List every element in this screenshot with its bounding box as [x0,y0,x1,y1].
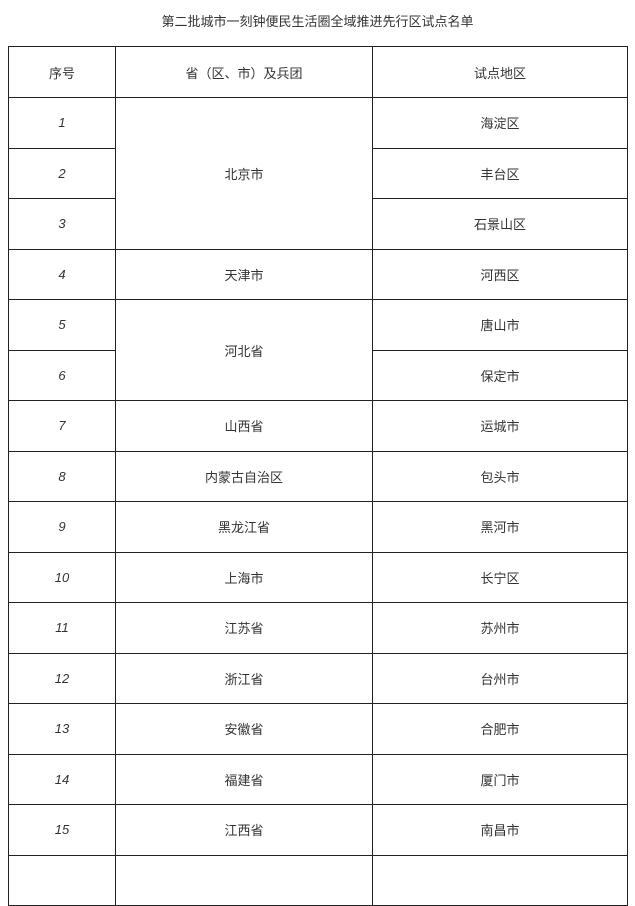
table-row: 14 福建省 厦门市 [8,753,628,805]
header-region: 试点地区 [372,46,628,98]
table-row-cutoff [8,854,628,906]
row-region: 南昌市 [372,804,628,856]
row-province [115,854,373,906]
row-region: 长宁区 [372,551,628,603]
table-header-row: 序号 省（区、市）及兵团 试点地区 [8,46,628,98]
table-row: 4 天津市 河西区 [8,248,628,300]
table-row: 6 保定市 [8,349,628,401]
row-region: 黑河市 [372,501,628,553]
table-row: 13 安徽省 合肥市 [8,703,628,755]
row-region: 苏州市 [372,602,628,654]
table-row: 5 河北省 唐山市 [8,299,628,401]
row-province: 江西省 [115,804,373,856]
table-row: 8 内蒙古自治区 包头市 [8,450,628,502]
row-province: 北京市 [115,97,373,250]
row-province: 黑龙江省 [115,501,373,553]
row-index: 6 [8,349,116,401]
row-index: 3 [8,198,116,250]
row-region: 厦门市 [372,753,628,805]
table-row: 12 浙江省 台州市 [8,652,628,704]
page-title: 第二批城市一刻钟便民生活圈全域推进先行区试点名单 [161,15,474,30]
row-index: 11 [8,602,116,654]
row-index: 7 [8,400,116,452]
table-row: 11 江苏省 苏州市 [8,602,628,654]
table-row: 7 山西省 运城市 [8,400,628,452]
row-index: 9 [8,501,116,553]
header-index: 序号 [8,46,116,98]
row-region: 运城市 [372,400,628,452]
row-index: 12 [8,652,116,704]
row-region: 石景山区 [372,198,628,250]
row-index: 5 [8,299,116,351]
row-province: 内蒙古自治区 [115,450,373,502]
row-province: 天津市 [115,248,373,300]
row-region: 唐山市 [372,299,628,351]
row-index: 1 [8,97,116,149]
table-row: 15 江西省 南昌市 [8,804,628,856]
row-province: 上海市 [115,551,373,603]
row-region [372,854,628,906]
row-province: 山西省 [115,400,373,452]
row-province: 河北省 [115,299,373,401]
row-index: 4 [8,248,116,300]
row-region: 包头市 [372,450,628,502]
row-province: 浙江省 [115,652,373,704]
row-index: 10 [8,551,116,603]
table-row: 10 上海市 长宁区 [8,551,628,603]
row-region: 台州市 [372,652,628,704]
row-region: 丰台区 [372,147,628,199]
row-province: 福建省 [115,753,373,805]
row-province: 江苏省 [115,602,373,654]
row-region: 河西区 [372,248,628,300]
row-index: 14 [8,753,116,805]
row-region: 保定市 [372,349,628,401]
row-index: 8 [8,450,116,502]
row-index: 2 [8,147,116,199]
row-region: 合肥市 [372,703,628,755]
table-row: 9 黑龙江省 黑河市 [8,501,628,553]
row-index [8,854,116,906]
row-province: 安徽省 [115,703,373,755]
row-index: 13 [8,703,116,755]
table-row: 3 石景山区 [8,198,628,250]
row-region: 海淀区 [372,97,628,149]
table-row: 1 北京市 海淀区 [8,97,628,250]
pilot-list-table: 序号 省（区、市）及兵团 试点地区 1 北京市 海淀区 2 丰台区 3 石景山区… [8,46,628,906]
row-index: 15 [8,804,116,856]
header-province: 省（区、市）及兵团 [115,46,373,98]
